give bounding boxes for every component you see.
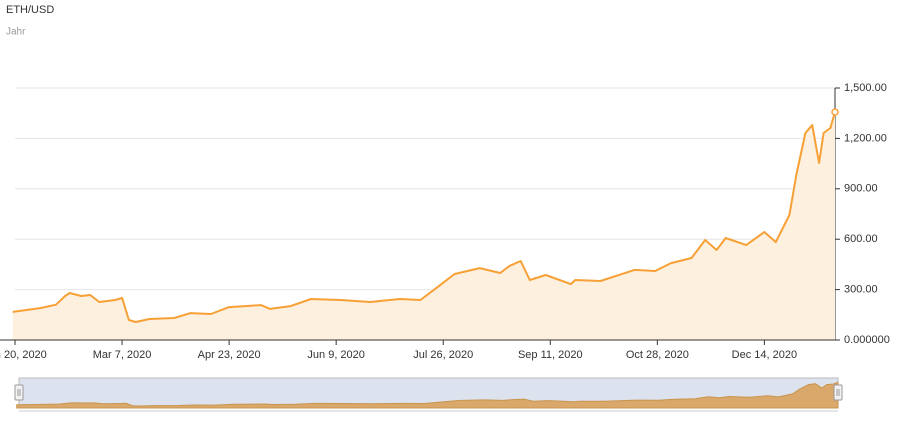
- y-tick-label: 300.00: [844, 284, 878, 296]
- x-tick-label: Mar 7, 2020: [93, 349, 152, 361]
- x-tick-label: Dec 14, 2020: [732, 349, 797, 361]
- y-tick-label: 900.00: [844, 183, 878, 195]
- x-tick-label: Sep 11, 2020: [518, 349, 583, 361]
- y-tick-label: 600.00: [844, 233, 878, 245]
- navigator-handle[interactable]: [14, 384, 24, 401]
- y-tick-label: 0.000000: [844, 334, 890, 346]
- x-tick-label: Jul 26, 2020: [413, 349, 473, 361]
- navigator-handle[interactable]: [833, 384, 843, 401]
- x-tick-label: Oct 28, 2020: [626, 349, 689, 361]
- x-tick-label: Jun 9, 2020: [307, 349, 365, 361]
- chart-title: ETH/USD: [6, 4, 54, 16]
- last-point: [831, 108, 839, 116]
- area: [12, 112, 835, 340]
- x-tick-label: Jan 20, 2020: [0, 349, 47, 361]
- x-tick-label: Apr 23, 2020: [198, 349, 261, 361]
- y-tick-label: 1,500.00: [844, 82, 887, 94]
- navigator-area: [16, 381, 839, 409]
- y-tick-label: 1,200.00: [844, 132, 887, 144]
- line: [12, 111, 836, 323]
- chart-subtitle: Jahr: [6, 27, 26, 38]
